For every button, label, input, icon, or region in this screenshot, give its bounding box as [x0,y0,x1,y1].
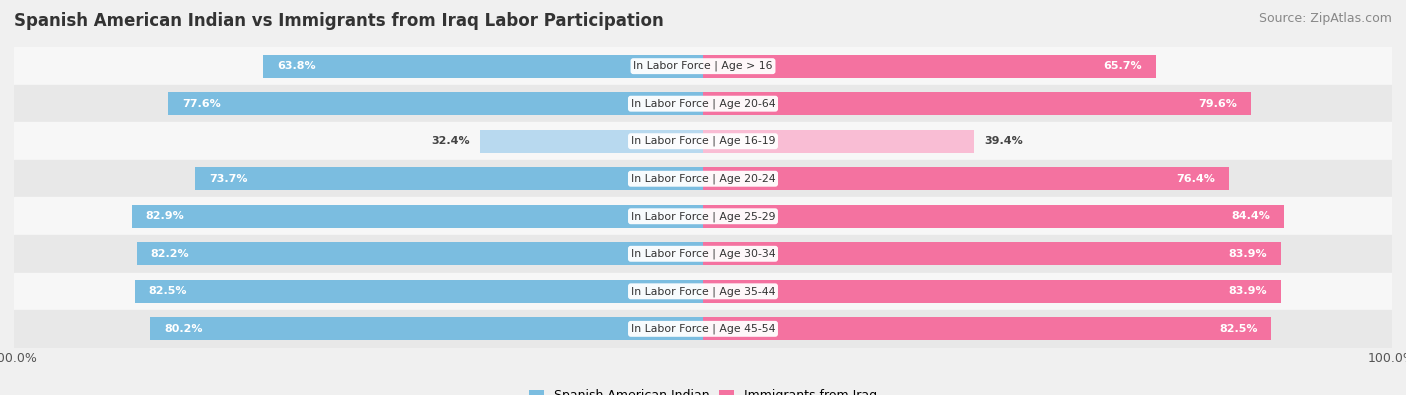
Bar [14,235,1392,273]
Legend: Spanish American Indian, Immigrants from Iraq: Spanish American Indian, Immigrants from… [523,384,883,395]
Bar [703,92,1251,115]
Bar [703,130,974,153]
Bar [14,160,1392,198]
Text: 32.4%: 32.4% [430,136,470,146]
Text: In Labor Force | Age 20-24: In Labor Force | Age 20-24 [631,173,775,184]
Text: 83.9%: 83.9% [1229,286,1267,296]
Text: 82.9%: 82.9% [146,211,184,221]
Bar [703,242,1281,265]
Text: Source: ZipAtlas.com: Source: ZipAtlas.com [1258,12,1392,25]
Text: In Labor Force | Age > 16: In Labor Force | Age > 16 [633,61,773,71]
Bar [14,273,1392,310]
Text: 63.8%: 63.8% [277,61,316,71]
Bar [14,122,1392,160]
Bar [135,280,703,303]
Text: 84.4%: 84.4% [1232,211,1271,221]
Bar [195,167,703,190]
Bar [132,205,703,228]
Bar [703,205,1285,228]
Text: 73.7%: 73.7% [209,174,247,184]
Text: In Labor Force | Age 20-64: In Labor Force | Age 20-64 [631,98,775,109]
Bar [703,317,1271,340]
Bar [703,167,1229,190]
Text: 76.4%: 76.4% [1177,174,1216,184]
Bar [479,130,703,153]
Bar [169,92,703,115]
Text: 82.2%: 82.2% [150,249,188,259]
Bar [14,47,1392,85]
Text: 83.9%: 83.9% [1229,249,1267,259]
Text: In Labor Force | Age 45-54: In Labor Force | Age 45-54 [631,324,775,334]
Bar [150,317,703,340]
Text: In Labor Force | Age 16-19: In Labor Force | Age 16-19 [631,136,775,147]
Bar [14,85,1392,122]
Text: 80.2%: 80.2% [165,324,202,334]
Bar [136,242,703,265]
Text: Spanish American Indian vs Immigrants from Iraq Labor Participation: Spanish American Indian vs Immigrants fr… [14,12,664,30]
Text: 79.6%: 79.6% [1199,99,1237,109]
Text: 82.5%: 82.5% [1219,324,1257,334]
Text: In Labor Force | Age 25-29: In Labor Force | Age 25-29 [631,211,775,222]
Text: 82.5%: 82.5% [149,286,187,296]
Bar [14,198,1392,235]
Text: In Labor Force | Age 35-44: In Labor Force | Age 35-44 [631,286,775,297]
Text: In Labor Force | Age 30-34: In Labor Force | Age 30-34 [631,248,775,259]
Text: 65.7%: 65.7% [1104,61,1142,71]
Bar [14,310,1392,348]
Text: 77.6%: 77.6% [183,99,221,109]
Bar [263,55,703,78]
Bar [703,280,1281,303]
Bar [703,55,1156,78]
Text: 39.4%: 39.4% [984,136,1024,146]
